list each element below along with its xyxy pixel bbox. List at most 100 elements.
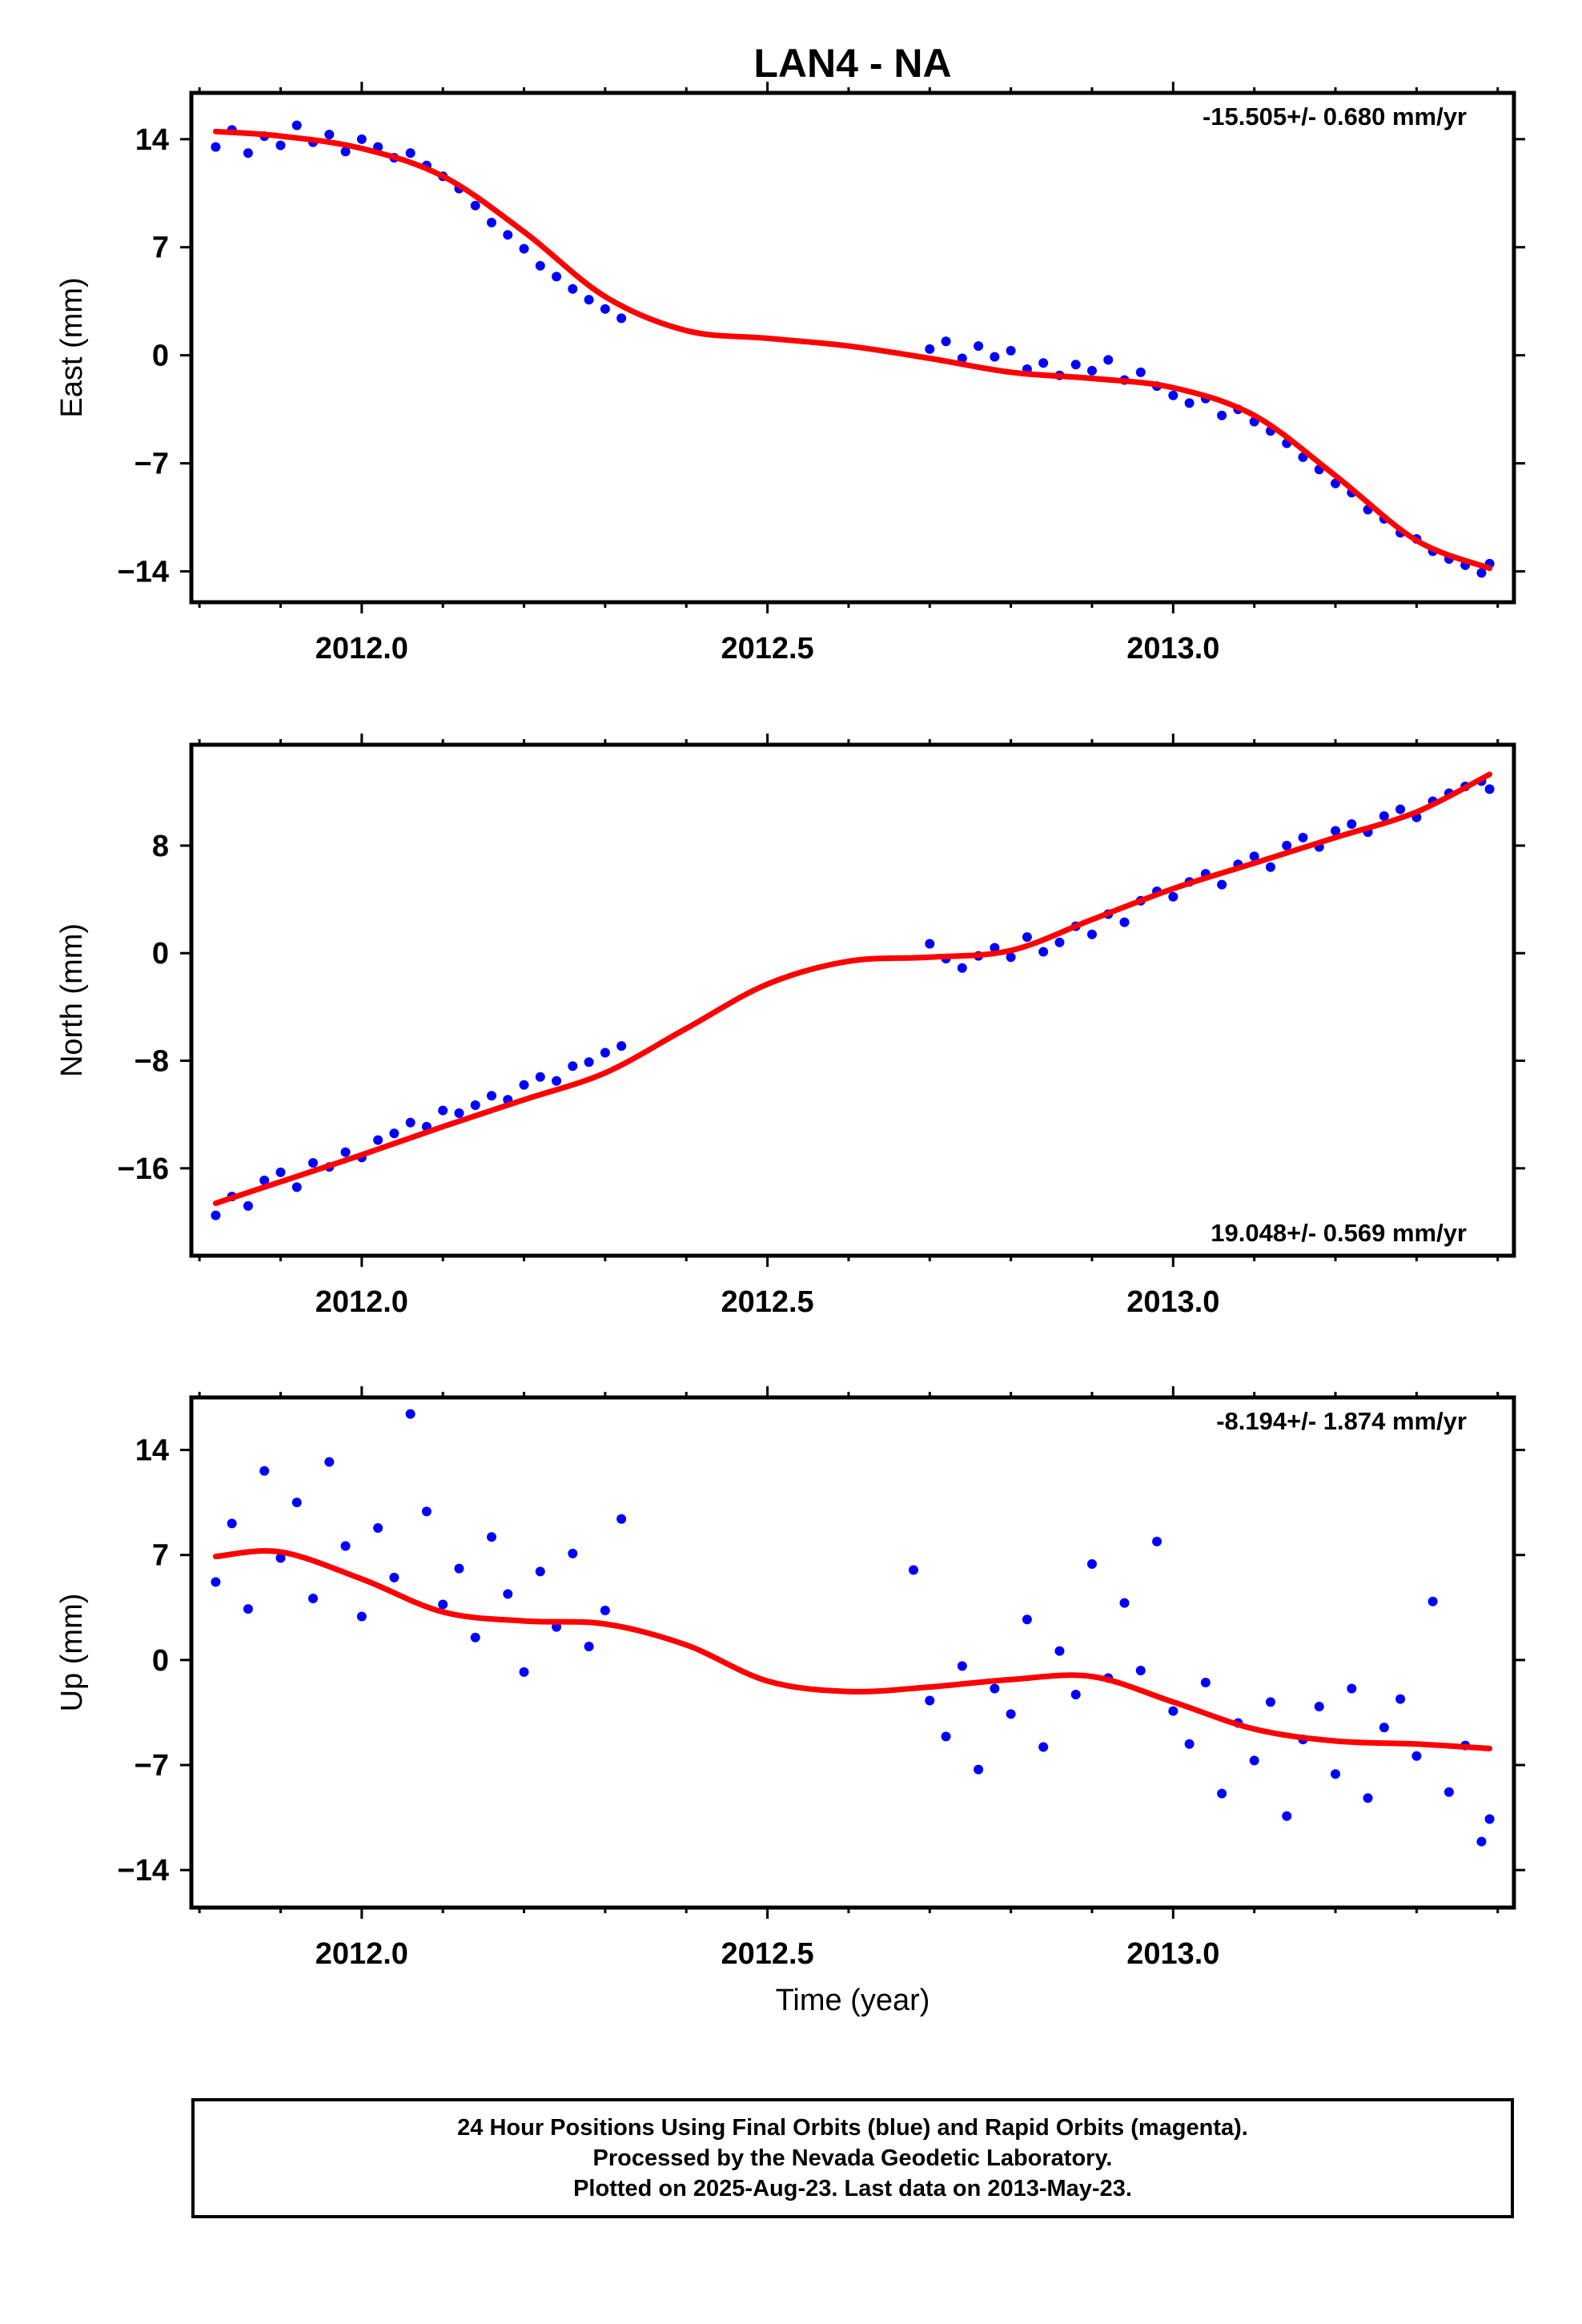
up-data-point [600,1606,610,1616]
east-data-point [243,148,253,159]
north-rate-annotation: 19.048+/- 0.569 mm/yr [1211,1219,1467,1247]
east-y-axis-label: East (mm) [55,277,89,417]
east-data-point [356,134,367,144]
up-x-tick-label: 2012.0 [315,1937,408,1971]
east-data-point [1135,367,1146,377]
north-fit-line [212,771,1493,1207]
north-data-point [1217,879,1227,890]
north-data-point [1086,929,1097,939]
up-data-point [275,1553,286,1563]
east-data-point [291,120,302,131]
up-data-point [389,1572,400,1582]
up-data-point [1265,1697,1275,1707]
north-data-point [340,1147,351,1157]
up-rate-annotation: -8.194+/- 1.874 mm/yr [1216,1407,1467,1435]
up-data-point [486,1532,496,1542]
up-data-point [535,1566,545,1577]
east-x-tick-label: 2012.0 [315,632,408,665]
east-data-point [1070,360,1081,370]
up-data-point [1476,1836,1487,1847]
north-panel: 2012.0 2012.5 2013.0 8 0 −8 −16 North (mm) 19.04… [55,734,1525,1319]
up-data-point [1379,1723,1389,1733]
east-data-point [324,130,335,140]
east-data-point [470,200,480,211]
north-data-point [275,1167,286,1177]
up-data-point [1217,1788,1227,1799]
north-data-point [486,1091,496,1101]
up-panel: 2012.0 2012.5 2013.0 14 7 0 −7 −14 Up (mm) -8.194… [55,1386,1525,1971]
north-data-point [1395,804,1406,814]
north-y-axis-label: North (mm) [55,923,89,1077]
east-data-point [486,217,496,227]
up-data-point [990,1683,1000,1694]
north-data-point [1038,947,1049,957]
up-data-point [373,1522,383,1533]
up-data-point [1363,1793,1373,1803]
up-y-tick-label: −14 [118,1854,169,1888]
north-data-point [259,1175,270,1185]
north-y-tick-label: 0 [152,937,169,971]
east-data-point [535,260,545,271]
up-data-point [1054,1646,1065,1656]
east-plot-frame [189,90,1516,605]
up-x-tick-label: 2013.0 [1126,1937,1219,1971]
north-data-point [1331,826,1341,836]
east-panel: 2012.0 2012.5 2013.0 14 7 0 −7 −14 East (mm) -15.… [55,82,1525,665]
up-data-point [1395,1694,1406,1704]
east-data-point [1184,398,1195,408]
north-plot-area [211,771,1495,1220]
up-data-point [1347,1683,1357,1694]
north-data-point [1054,937,1065,947]
north-y-tick-label: −16 [118,1152,169,1186]
up-data-point [291,1498,302,1508]
up-data-point [1249,1755,1259,1766]
east-y-tick-label: 0 [152,340,169,373]
up-data-point [552,1622,562,1632]
up-data-point [909,1565,919,1575]
east-data-point [1168,390,1178,400]
north-data-point [373,1135,383,1145]
north-data-point [389,1128,400,1139]
up-data-point [421,1506,432,1517]
east-data-point [957,353,967,364]
north-data-point [1282,840,1292,850]
east-data-point [1086,365,1097,376]
east-data-point [552,271,562,282]
east-x-tick-label: 2012.5 [721,632,813,665]
x-axis-label: Time (year) [776,1984,930,2017]
north-data-point [957,963,967,973]
north-data-point [616,1041,627,1051]
north-data-point [584,1057,594,1068]
up-data-point [1314,1701,1324,1711]
up-data-point [1411,1751,1422,1761]
up-data-point [243,1604,253,1614]
east-data-point [1006,345,1016,356]
up-data-point [1331,1769,1341,1779]
up-data-point [1443,1787,1454,1797]
north-data-point [519,1080,529,1090]
up-data-point [1168,1706,1178,1716]
up-data-point [356,1611,367,1622]
east-data-point [584,295,594,305]
up-data-point [974,1764,984,1775]
up-data-point [470,1632,480,1642]
up-data-point [1184,1739,1195,1749]
east-data-point [616,313,627,324]
north-data-point [308,1158,319,1168]
up-y-tick-label: 0 [152,1644,169,1678]
up-data-point [1484,1814,1495,1824]
north-data-point [990,943,1000,953]
north-data-point [535,1072,545,1082]
north-data-point [600,1047,610,1058]
up-data-point [1282,1811,1292,1821]
up-data-point [324,1457,335,1467]
east-data-point [1217,410,1227,420]
north-data-point [243,1200,253,1211]
north-data-point [568,1061,578,1072]
east-rate-annotation: -15.505+/- 0.680 mm/yr [1203,103,1467,131]
north-data-point [1484,784,1495,794]
up-data-point [211,1577,221,1587]
east-data-point [519,243,529,254]
east-y-tick-label: −7 [135,448,169,481]
